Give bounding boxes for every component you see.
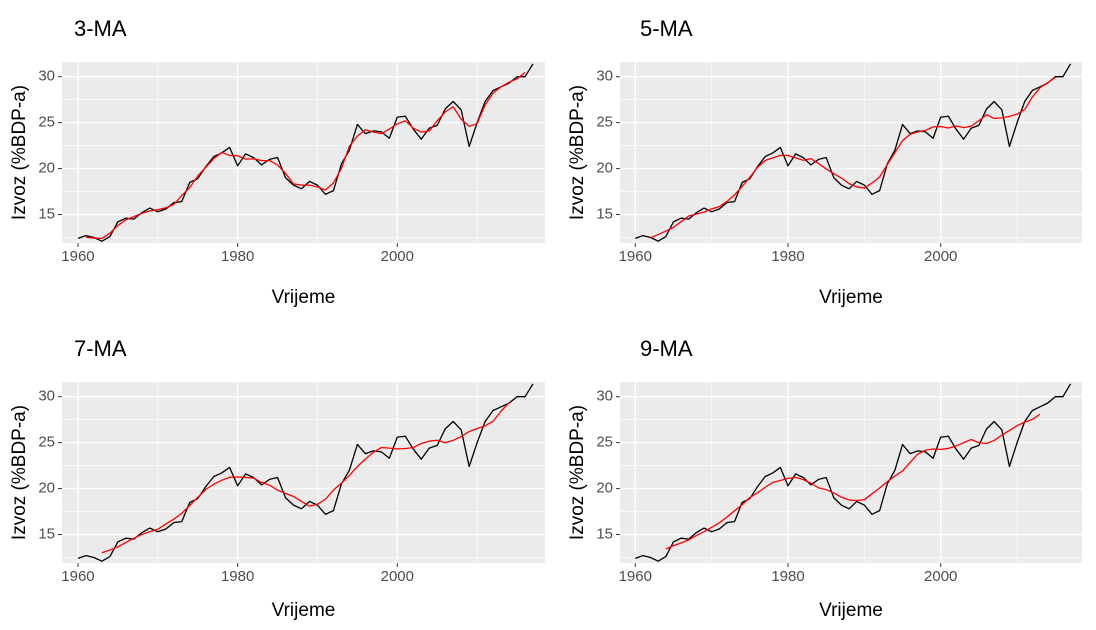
series-line: [665, 413, 1041, 550]
y-tick-label: 25: [38, 434, 55, 451]
plot-background: [62, 382, 545, 563]
y-axis-label: Izvoz (%BDP-a): [9, 405, 30, 540]
x-tick-label: 1980: [221, 248, 254, 265]
panel-title: 7-MA: [74, 336, 127, 361]
y-tick-label: 30: [596, 68, 613, 85]
y-tick-label: 25: [596, 114, 613, 131]
panel-title: 3-MA: [74, 16, 127, 41]
x-tick-label: 1960: [619, 568, 652, 585]
y-tick-label: 15: [38, 525, 55, 542]
y-tick-label: 20: [596, 160, 613, 177]
y-tick-label: 20: [596, 480, 613, 497]
y-axis-label: Izvoz (%BDP-a): [9, 85, 30, 220]
y-tick-label: 30: [596, 388, 613, 405]
series-line: [85, 71, 526, 240]
x-axis-label: Vrijeme: [272, 287, 336, 308]
x-tick-label: 1980: [771, 568, 804, 585]
x-tick-label: 1960: [619, 248, 652, 265]
y-tick-label: 25: [38, 114, 55, 131]
x-tick-label: 1960: [61, 568, 94, 585]
y-tick-label: 15: [38, 205, 55, 222]
y-tick-label: 20: [38, 160, 55, 177]
x-tick-label: 2000: [381, 248, 414, 265]
series-line: [101, 402, 510, 554]
x-axis-label: Vrijeme: [819, 600, 883, 621]
panel-title: 9-MA: [640, 336, 693, 361]
y-tick-label: 30: [38, 388, 55, 405]
x-axis-label: Vrijeme: [272, 600, 336, 621]
y-tick-label: 15: [596, 525, 613, 542]
x-tick-label: 2000: [924, 248, 957, 265]
y-axis-label: Izvoz (%BDP-a): [567, 85, 588, 220]
y-tick-label: 30: [38, 68, 55, 85]
x-tick-label: 1980: [771, 248, 804, 265]
y-axis-label: Izvoz (%BDP-a): [567, 405, 588, 540]
y-tick-label: 20: [38, 480, 55, 497]
x-tick-label: 2000: [924, 568, 957, 585]
series-line: [650, 76, 1056, 239]
x-tick-label: 1980: [221, 568, 254, 585]
panel-title: 5-MA: [640, 16, 693, 41]
x-axis-label: Vrijeme: [819, 287, 883, 308]
y-tick-label: 25: [596, 434, 613, 451]
plot-background: [620, 382, 1082, 563]
x-tick-label: 2000: [381, 568, 414, 585]
y-tick-label: 15: [596, 205, 613, 222]
x-tick-label: 1960: [61, 248, 94, 265]
